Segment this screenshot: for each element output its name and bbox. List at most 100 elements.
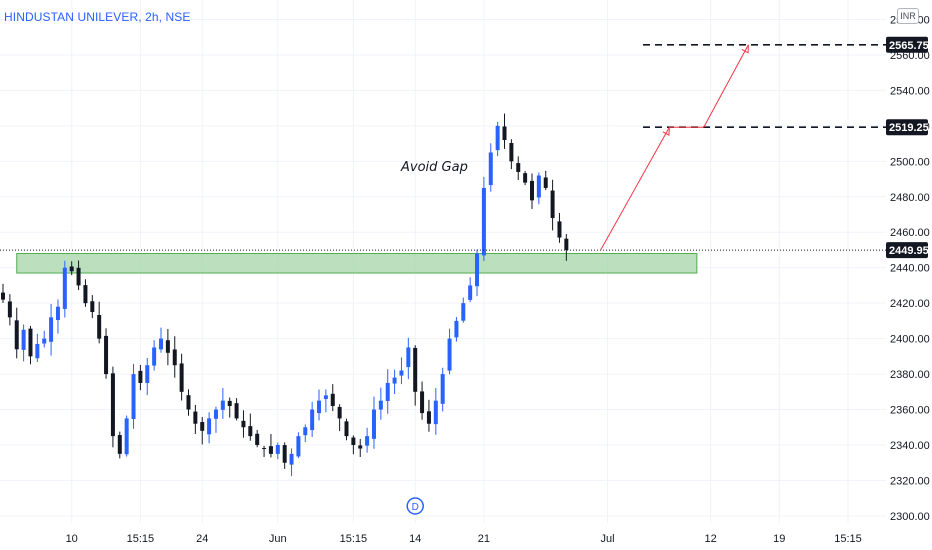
candle-body: [323, 395, 328, 399]
price-axis[interactable]: 2300.00 2320.00 2340.00 2360.00 2380.00 2400.…: [886, 15, 930, 523]
candle-body: [97, 315, 102, 339]
candle-body: [378, 400, 383, 410]
candle-body: [303, 427, 308, 436]
candle-body: [213, 409, 218, 419]
candle-body: [159, 338, 164, 350]
candle-body: [385, 382, 390, 401]
candle-body: [248, 426, 253, 437]
candle-body: [90, 301, 95, 313]
candle-body: [426, 411, 431, 424]
candle-body: [536, 175, 541, 198]
candle-body: [392, 377, 397, 384]
candle-body: [310, 409, 315, 431]
time-axis[interactable]: 10 15:15 24 Jun 15:15 14 21 Jul 12 19 15:15: [66, 533, 862, 545]
candlestick-series: [1, 113, 569, 477]
y-tick-label: 2360.00: [890, 405, 930, 417]
candle-body: [42, 338, 47, 344]
candle-body: [317, 400, 322, 414]
candle-body: [145, 365, 150, 383]
support-zone: [16, 253, 698, 274]
y-tick-label: 2320.00: [890, 475, 930, 487]
candle-body: [468, 285, 473, 300]
candle-body: [543, 177, 548, 188]
candle-body: [495, 125, 500, 151]
annotation-avoid-gap: Avoid Gap: [400, 160, 468, 175]
x-tick-label: 10: [66, 533, 78, 545]
candle-body: [529, 180, 534, 201]
y-tick-label: 2480.00: [890, 192, 930, 204]
x-tick-label: 14: [409, 533, 421, 545]
candle-body: [200, 422, 205, 431]
candle-body: [550, 190, 555, 219]
candle-body: [227, 400, 232, 406]
x-tick-label: 21: [478, 533, 490, 545]
candle-body: [83, 285, 88, 304]
candle-body: [268, 446, 273, 454]
candle-body: [186, 395, 191, 410]
candle-body: [447, 338, 452, 371]
candle-body: [1, 292, 5, 300]
candle-body: [557, 221, 562, 238]
arrow-segment: [703, 44, 749, 128]
y-tick-label: 2560.00: [890, 50, 930, 62]
candle-body: [179, 363, 184, 392]
currency-badge[interactable]: INR: [897, 8, 919, 24]
candle-body: [110, 373, 115, 437]
candle-body: [440, 374, 445, 404]
candle-body: [255, 433, 260, 445]
x-tick-label: 19: [773, 533, 785, 545]
y-tick-label: 2460.00: [890, 227, 930, 239]
candle-body: [62, 267, 67, 309]
candle-body: [275, 444, 280, 454]
candle-body: [406, 347, 411, 368]
x-tick-label: 15:15: [340, 533, 368, 545]
level-price-label-bg: [886, 36, 928, 53]
projection-arrow: [600, 44, 749, 251]
level-price-label: 2565.75: [889, 40, 929, 52]
candle-body: [241, 420, 246, 428]
candle-body: [296, 436, 301, 457]
y-tick-label: 2380.00: [890, 369, 930, 381]
arrow-head: [662, 127, 670, 137]
arrow-segment: [600, 126, 670, 251]
x-tick-label: 24: [196, 533, 208, 545]
candle-body: [481, 187, 486, 256]
candle-body: [337, 406, 342, 419]
level-price-label-bg: [886, 119, 928, 136]
candle-body: [55, 306, 60, 321]
candle-body: [165, 340, 170, 353]
arrow-head: [741, 44, 749, 54]
candle-body: [21, 329, 26, 350]
candle-body: [124, 418, 129, 455]
candle-body: [131, 374, 136, 420]
support-zone-rect: [16, 253, 698, 274]
dividend-marker-label: D: [412, 502, 419, 513]
candle-body: [365, 436, 370, 446]
candle-body: [413, 347, 418, 392]
candle-body: [358, 445, 363, 449]
candle-body: [14, 320, 19, 350]
y-tick-label: 2340.00: [890, 440, 930, 452]
candle-body: [117, 435, 122, 454]
target-levels: [0, 43, 886, 251]
y-tick-label: 2540.00: [890, 85, 930, 97]
candle-body: [564, 238, 569, 250]
candle-body: [207, 418, 212, 435]
candle-body: [475, 253, 480, 287]
symbol-title[interactable]: HINDUSTAN UNILEVER, 2h, NSE: [4, 10, 191, 24]
candle-body: [371, 409, 376, 439]
candle-body: [516, 163, 521, 172]
candle-body: [282, 445, 287, 463]
dividend-marker-circle: [406, 497, 424, 515]
y-tick-label: 2440.00: [890, 263, 930, 275]
candle-body: [234, 403, 239, 419]
candle-body: [138, 370, 143, 383]
candle-body: [344, 421, 349, 437]
y-tick-label: 2400.00: [890, 334, 930, 346]
candle-body: [49, 317, 54, 342]
candle-body: [104, 335, 109, 375]
last-price-label-bg: [886, 242, 928, 259]
y-tick-label: 2500.00: [890, 156, 930, 168]
candle-body: [399, 370, 404, 376]
